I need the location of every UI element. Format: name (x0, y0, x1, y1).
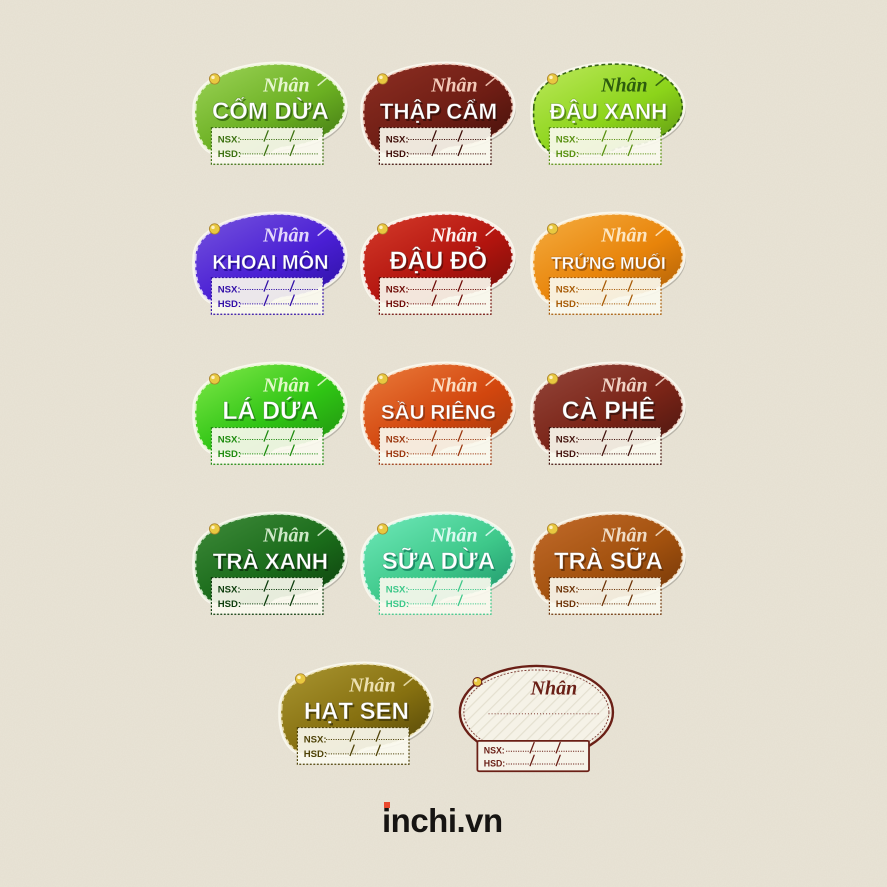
svg-text:Nhân: Nhân (600, 225, 648, 247)
svg-text:Nhân: Nhân (600, 375, 648, 397)
svg-text:HSD:: HSD: (386, 149, 409, 160)
svg-text:NSX:: NSX: (556, 135, 579, 146)
svg-text:ĐẬU ĐỎ: ĐẬU ĐỎ (390, 246, 487, 275)
svg-text:LÁ DỨA: LÁ DỨA (222, 397, 318, 425)
svg-text:NSX:: NSX: (304, 735, 327, 746)
svg-text:HSD:: HSD: (218, 449, 241, 460)
svg-text:HSD:: HSD: (556, 299, 579, 310)
svg-text:inchi.vn: inchi.vn (382, 802, 503, 839)
svg-text:NSX:: NSX: (386, 285, 409, 296)
svg-text:NSX:: NSX: (218, 285, 241, 296)
svg-text:NSX:: NSX: (218, 135, 241, 146)
svg-text:NSX:: NSX: (484, 746, 505, 756)
svg-text:HSD:: HSD: (218, 299, 241, 310)
svg-text:Nhân: Nhân (430, 375, 478, 397)
svg-text:HSD:: HSD: (218, 599, 241, 610)
svg-text:HSD:: HSD: (386, 299, 409, 310)
svg-text:Nhân: Nhân (262, 75, 310, 97)
svg-text:NSX:: NSX: (218, 585, 241, 596)
svg-text:NSX:: NSX: (556, 285, 579, 296)
svg-text:SỮA DỪA: SỮA DỪA (382, 547, 495, 575)
svg-text:HSD:: HSD: (304, 749, 327, 760)
svg-text:KHOAI MÔN: KHOAI MÔN (212, 250, 328, 274)
svg-text:CỐM DỪA: CỐM DỪA (212, 97, 329, 125)
svg-text:Nhân: Nhân (430, 75, 478, 97)
svg-text:HSD:: HSD: (484, 758, 506, 768)
svg-text:HẠT SEN: HẠT SEN (304, 698, 409, 725)
svg-text:NSX:: NSX: (556, 435, 579, 446)
svg-text:Nhân: Nhân (262, 525, 310, 547)
svg-text:SẦU RIÊNG: SẦU RIÊNG (381, 400, 496, 424)
svg-text:HSD:: HSD: (556, 599, 579, 610)
svg-text:Nhân: Nhân (430, 525, 478, 547)
svg-text:NSX:: NSX: (386, 435, 409, 446)
svg-text:HSD:: HSD: (556, 449, 579, 460)
svg-text:HSD:: HSD: (386, 599, 409, 610)
svg-text:TRÀ XANH: TRÀ XANH (213, 549, 328, 574)
svg-text:Nhân: Nhân (430, 225, 478, 247)
svg-text:ĐẬU XANH: ĐẬU XANH (550, 99, 668, 124)
svg-text:TRÀ SỮA: TRÀ SỮA (554, 547, 663, 575)
svg-text:Nhân: Nhân (530, 678, 578, 700)
svg-text:Nhân: Nhân (348, 675, 396, 697)
svg-text:HSD:: HSD: (386, 449, 409, 460)
svg-text:Nhân: Nhân (262, 375, 310, 397)
svg-text:TRỨNG MUỐI: TRỨNG MUỐI (551, 252, 666, 273)
svg-text:Nhân: Nhân (600, 525, 648, 547)
svg-text:Nhân: Nhân (600, 75, 648, 97)
svg-text:NSX:: NSX: (218, 435, 241, 446)
svg-text:NSX:: NSX: (556, 585, 579, 596)
svg-text:HSD:: HSD: (218, 149, 241, 160)
svg-text:Nhân: Nhân (262, 225, 310, 247)
svg-text:THẬP CẨM: THẬP CẨM (380, 99, 497, 124)
svg-text:NSX:: NSX: (386, 135, 409, 146)
svg-text:HSD:: HSD: (556, 149, 579, 160)
svg-text:NSX:: NSX: (386, 585, 409, 596)
svg-text:CÀ PHÊ: CÀ PHÊ (562, 397, 655, 425)
